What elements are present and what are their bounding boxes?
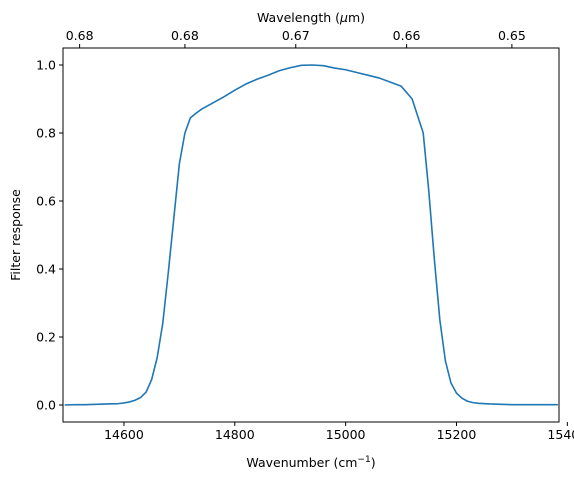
y-tick-label: 0.2 xyxy=(36,330,56,345)
y-tick-label: 0.0 xyxy=(36,398,56,413)
x-tick-label: 15000 xyxy=(326,427,366,442)
top-tick-label: 0.66 xyxy=(393,28,421,43)
top-tick-label: 0.67 xyxy=(282,28,310,43)
x-axis-title: Wavenumber (cm−1) xyxy=(246,455,375,470)
plot-area xyxy=(64,64,558,406)
top-axis-title: Wavelength (μm) xyxy=(257,10,365,25)
x-tick-label: 14600 xyxy=(104,427,144,442)
y-tick-label: 0.6 xyxy=(36,194,56,209)
y-tick-label: 0.4 xyxy=(36,262,56,277)
x-tick-label: 15400 xyxy=(547,427,574,442)
y-axis-title: Filter response xyxy=(8,189,23,281)
top-tick-label: 0.68 xyxy=(66,28,94,43)
top-tick-label: 0.68 xyxy=(171,28,199,43)
series-line-0 xyxy=(64,64,558,406)
x-tick-label: 14800 xyxy=(215,427,255,442)
y-tick-label: 0.8 xyxy=(36,126,56,141)
y-tick-label: 1.0 xyxy=(36,58,56,73)
ticks: 14600 14800 15000 15200 15400 0.0 0.2 0.4 0.6 0.8… xyxy=(36,28,574,442)
top-tick-label: 0.65 xyxy=(498,28,526,43)
x-tick-label: 15200 xyxy=(437,427,477,442)
axes-frame xyxy=(62,47,560,423)
